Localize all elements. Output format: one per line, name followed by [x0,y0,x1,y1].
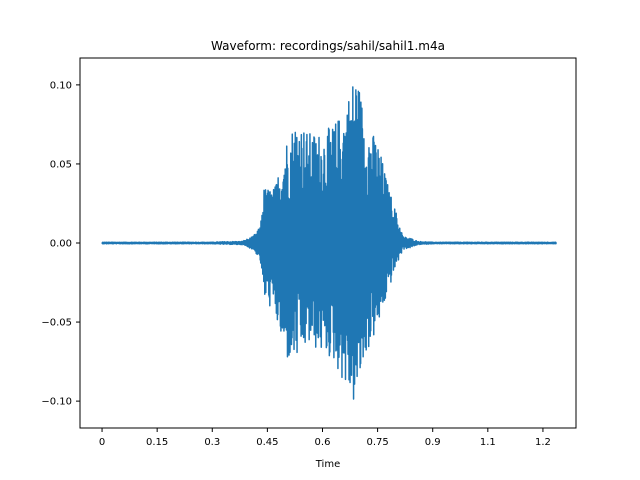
waveform-line [101,86,557,400]
y-tick-label: −0.05 [41,318,72,329]
y-tick-label: −0.10 [41,397,72,408]
y-tick-label: 0.00 [50,239,72,250]
y-tick-label: 0.05 [50,159,72,170]
x-tick-label: 0.3 [204,437,220,448]
y-axis: −0.10 −0.05 0.00 0.05 0.10 [41,80,80,408]
x-tick-label: 1.1 [480,437,496,448]
x-tick-label: 0.9 [425,437,441,448]
y-tick-label: 0.10 [50,80,72,91]
x-tick-label: 0.75 [366,437,388,448]
x-tick-label: 0.15 [146,437,168,448]
x-tick-label: 0 [99,437,105,448]
x-axis: 0 0.15 0.3 0.45 0.6 0.75 0.9 1.1 1.2 [99,428,551,448]
x-tick-label: 0.45 [256,437,278,448]
waveform-trace [101,86,557,400]
x-tick-label: 1.2 [535,437,551,448]
chart-title: Waveform: recordings/sahil/sahil1.m4a [211,39,445,53]
x-tick-label: 0.6 [315,437,331,448]
x-axis-title: Time [315,459,340,470]
